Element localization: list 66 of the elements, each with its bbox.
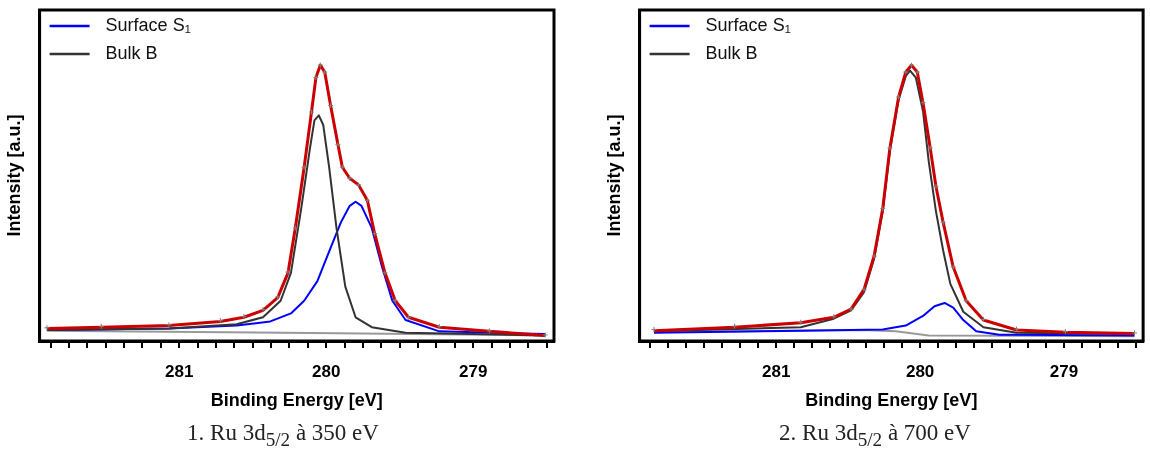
point xyxy=(731,323,738,330)
point xyxy=(650,326,657,333)
point xyxy=(98,323,105,330)
x-tick-label: 281 xyxy=(165,361,194,381)
point xyxy=(914,69,921,76)
point xyxy=(436,323,443,330)
point xyxy=(43,324,50,331)
y-axis-title: Intensity [a.u.] xyxy=(603,114,624,237)
point xyxy=(312,74,319,81)
point xyxy=(284,269,291,276)
point xyxy=(895,94,902,101)
point xyxy=(308,109,315,116)
x-tick-label: 279 xyxy=(1049,361,1079,381)
point xyxy=(355,181,362,188)
point xyxy=(797,319,804,326)
x-tick-label: 280 xyxy=(312,361,341,381)
point xyxy=(927,144,934,151)
point xyxy=(1131,330,1138,336)
point xyxy=(940,219,947,226)
point xyxy=(381,269,388,276)
point xyxy=(301,164,308,171)
x-axis-title: Binding Energy [eV] xyxy=(805,390,978,411)
x-tick-label: 281 xyxy=(762,361,791,381)
text: 1. Ru 3d$_{5/2}$ à 350 eV xyxy=(186,420,380,451)
point xyxy=(346,175,353,182)
legend-label: Bulk B xyxy=(105,42,158,63)
point xyxy=(217,317,224,324)
point xyxy=(908,62,915,69)
point xyxy=(260,306,266,313)
x-tick-label: 279 xyxy=(458,361,488,381)
legend-label: Bulk B xyxy=(705,42,758,63)
point xyxy=(371,230,378,237)
point xyxy=(963,297,970,304)
point xyxy=(848,306,855,312)
point xyxy=(542,331,549,338)
point xyxy=(932,183,939,190)
point xyxy=(339,164,346,171)
y-axis-title: Intensity [a.u.] xyxy=(3,114,24,237)
point xyxy=(879,205,886,212)
point xyxy=(920,99,927,106)
point xyxy=(364,197,371,204)
point xyxy=(240,313,247,320)
point xyxy=(165,321,172,328)
point xyxy=(317,62,324,69)
point xyxy=(486,327,493,334)
point xyxy=(871,253,878,260)
point xyxy=(334,141,341,148)
point xyxy=(274,293,281,300)
point xyxy=(321,69,328,76)
point xyxy=(980,316,987,323)
text: 2. Ru 3d$_{5/2}$ à 700 eV xyxy=(778,420,972,451)
x-axis-title: Binding Energy [eV] xyxy=(210,390,383,411)
legend-label: Surface S₁ xyxy=(705,14,791,35)
point xyxy=(292,224,299,231)
point xyxy=(861,286,868,293)
point xyxy=(405,314,412,321)
point xyxy=(327,102,334,109)
point xyxy=(1013,326,1020,333)
point xyxy=(1062,328,1069,335)
x-tick-label: 280 xyxy=(905,361,935,381)
legend-label: Surface S₁ xyxy=(105,14,191,35)
point xyxy=(830,313,837,320)
point xyxy=(392,297,399,304)
point xyxy=(950,264,957,271)
point xyxy=(902,69,909,76)
point xyxy=(886,144,893,151)
